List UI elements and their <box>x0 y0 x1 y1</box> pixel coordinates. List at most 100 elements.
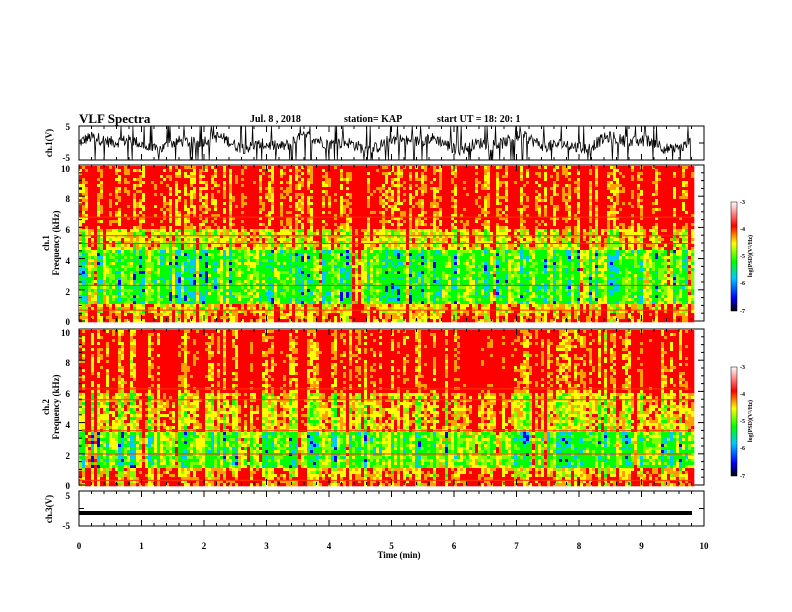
spectrogram-cell <box>442 217 446 221</box>
spectrogram-cell <box>394 166 398 170</box>
spectrogram-cell <box>616 178 620 182</box>
spectrogram-cell <box>319 202 323 206</box>
spectrogram-cell <box>598 181 602 185</box>
spectrogram-cell <box>649 226 653 230</box>
spectrogram-cell <box>337 232 341 236</box>
spectrogram-cell <box>223 184 227 188</box>
spectrogram-cell <box>178 229 182 233</box>
spectrogram-cell <box>616 217 620 221</box>
spectrogram-cell <box>250 196 254 200</box>
spectrogram-cell <box>373 223 377 227</box>
spectrogram-cell <box>370 169 374 173</box>
spectrogram-cell <box>214 232 218 236</box>
spectrogram-cell <box>670 226 674 230</box>
spectrogram-cell <box>358 175 362 179</box>
spectrogram-cell <box>619 217 623 221</box>
spectrogram-cell <box>469 202 473 206</box>
spectrogram-cell <box>346 235 350 239</box>
spectrogram-cell <box>619 181 623 185</box>
spectrogram-cell <box>100 217 104 221</box>
spectrogram-cell <box>433 214 437 218</box>
spectrogram-cell <box>559 181 563 185</box>
spectrogram-cell <box>397 232 401 236</box>
spectrogram-cell <box>568 181 572 185</box>
spectrogram-cell <box>535 217 539 221</box>
spectrogram-cell <box>544 169 548 173</box>
spectrogram-cell <box>79 217 83 221</box>
spectrogram-cell <box>316 202 320 206</box>
spectrogram-cell <box>463 232 467 236</box>
spectrogram-cell <box>535 220 539 224</box>
spectrogram-cell <box>664 217 668 221</box>
spectrogram-cell <box>607 172 611 176</box>
spectrogram-cell <box>106 166 110 170</box>
spectrogram-cell <box>229 223 233 227</box>
spectrogram-cell <box>541 178 545 182</box>
spectrogram-cell <box>622 175 626 179</box>
spectrogram-cell <box>346 211 350 215</box>
spectrogram-cell <box>397 229 401 233</box>
spectrogram-cell <box>211 220 215 224</box>
spectrogram-cell <box>517 208 521 212</box>
spectrogram-cell <box>466 172 470 176</box>
spectrogram-cell <box>265 175 269 179</box>
spectrogram-cell <box>208 187 212 191</box>
spectrogram-cell <box>298 202 302 206</box>
spectrogram-cell <box>496 196 500 200</box>
spectrogram-cell <box>100 199 104 203</box>
spectrogram-cell <box>466 229 470 233</box>
spectrogram-cell <box>160 223 164 227</box>
spectrogram-cell <box>349 217 353 221</box>
spectrogram-cell <box>664 229 668 233</box>
spectrogram-cell <box>364 172 368 176</box>
spectrogram-cell <box>457 202 461 206</box>
spectrogram-cell <box>148 187 152 191</box>
spectrogram-cell <box>664 181 668 185</box>
spectrogram-cell <box>334 217 338 221</box>
spectrogram-cell <box>190 196 194 200</box>
spectrogram-cell <box>688 202 692 206</box>
spectrogram-cell <box>418 202 422 206</box>
spectrogram-cell <box>343 178 347 182</box>
spectrogram-cell <box>109 217 113 221</box>
spectrogram-cell <box>91 199 95 203</box>
spectrogram-cell <box>592 205 596 209</box>
spectrogram-cell <box>652 223 656 227</box>
spectrogram-cell <box>601 187 605 191</box>
spectrogram-cell <box>598 166 602 170</box>
spectrogram-cell <box>262 235 266 239</box>
spectrogram-cell <box>247 178 251 182</box>
spectrogram-cell <box>574 166 578 170</box>
spectrogram-cell <box>277 229 281 233</box>
spectrogram-cell <box>298 175 302 179</box>
spectrogram-cell <box>382 187 386 191</box>
spectrogram-cell <box>424 229 428 233</box>
spectrogram-cell <box>97 214 101 218</box>
spectrogram-cell <box>484 208 488 212</box>
spectrogram-cell <box>310 172 314 176</box>
spectrogram-cell <box>271 223 275 227</box>
spectrogram-cell <box>112 202 116 206</box>
spectrogram-cell <box>616 193 620 197</box>
spectrogram-cell <box>91 193 95 197</box>
spectrogram-cell <box>154 205 158 209</box>
spectrogram-cell <box>415 181 419 185</box>
spectrogram-cell <box>268 232 272 236</box>
spectrogram-cell <box>517 172 521 176</box>
spectrogram-cell <box>547 208 551 212</box>
spectrogram-cell <box>685 169 689 173</box>
spectrogram-cell <box>259 220 263 224</box>
spectrogram-cell <box>169 184 173 188</box>
spectrogram-cell <box>454 184 458 188</box>
spectrogram-cell <box>244 232 248 236</box>
spectrogram-cell <box>334 223 338 227</box>
spectrogram-cell <box>451 193 455 197</box>
spectrogram-cell <box>517 214 521 218</box>
spectrogram-cell <box>430 187 434 191</box>
spectrogram-cell <box>652 214 656 218</box>
spectrogram-cell <box>517 196 521 200</box>
spectrogram-cell <box>232 214 236 218</box>
spectrogram-cell <box>619 226 623 230</box>
spectrogram-cell <box>601 166 605 170</box>
spectrogram-cell <box>664 223 668 227</box>
